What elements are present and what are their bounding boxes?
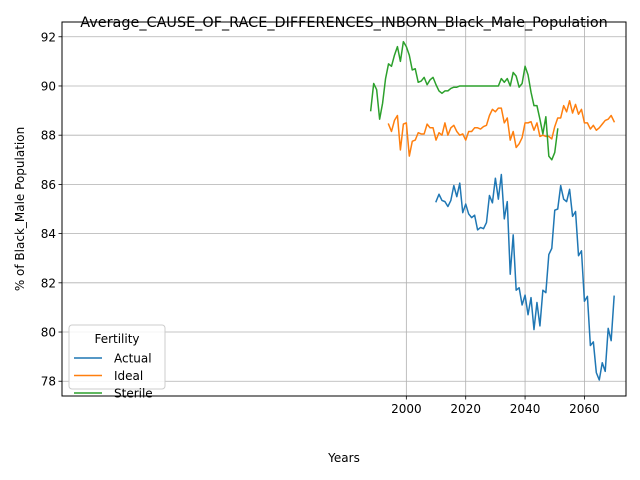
x-tick-label: 2060 xyxy=(569,402,600,416)
y-tick-label: 84 xyxy=(41,227,56,241)
series-line-actual xyxy=(435,173,615,381)
plot-frame xyxy=(61,21,627,397)
y-tick-label: 82 xyxy=(41,276,56,290)
x-axis-label: Years xyxy=(327,451,360,465)
y-tick-label: 80 xyxy=(41,326,56,340)
legend-label-ideal: Ideal xyxy=(114,369,143,383)
chart-title: Average_CAUSE_OF_RACE_DIFFERENCES_INBORN… xyxy=(80,15,608,31)
legend-label-actual: Actual xyxy=(114,352,152,366)
y-tick-label: 88 xyxy=(41,129,56,143)
legend-label-sterile: Sterile xyxy=(114,387,153,401)
y-tick-label: 78 xyxy=(41,375,56,389)
x-tick-label: 2000 xyxy=(391,402,422,416)
x-tick-label: 2040 xyxy=(510,402,541,416)
y-tick-label: 86 xyxy=(41,178,56,192)
legend-title: Fertility xyxy=(94,332,139,346)
series-line-sterile xyxy=(369,40,559,161)
legend: Fertility Actual Ideal Sterile xyxy=(68,324,166,401)
y-axis-ticks: 78 80 82 84 86 88 90 92 xyxy=(41,30,62,389)
series-line-ideal xyxy=(387,99,616,157)
series-lines xyxy=(369,40,616,381)
x-axis-ticks: 2000 2020 2040 2060 xyxy=(391,396,600,416)
x-tick-label: 2020 xyxy=(450,402,481,416)
y-tick-label: 92 xyxy=(41,30,56,44)
y-tick-label: 90 xyxy=(41,79,56,93)
legend-box xyxy=(68,324,166,390)
y-axis-label: % of Black_Male Population xyxy=(13,127,27,291)
